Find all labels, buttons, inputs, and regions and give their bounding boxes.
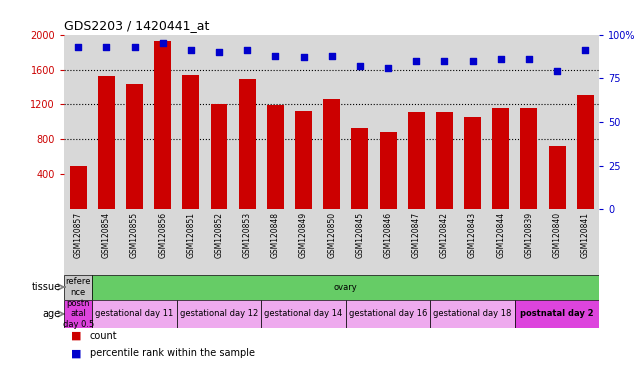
Bar	[177, 300, 262, 328]
Text: tissue: tissue	[32, 282, 61, 292]
Bar	[436, 112, 453, 209]
Bar	[183, 75, 199, 209]
Point	[495, 56, 506, 62]
Point	[129, 44, 140, 50]
Point	[214, 49, 224, 55]
Point	[299, 54, 309, 60]
Text: ■: ■	[71, 331, 81, 341]
Bar	[464, 117, 481, 209]
Bar	[295, 111, 312, 209]
Text: count: count	[90, 331, 117, 341]
Bar	[577, 95, 594, 209]
Text: ■: ■	[71, 348, 81, 358]
Point	[271, 53, 281, 59]
Bar	[430, 300, 515, 328]
Text: percentile rank within the sample: percentile rank within the sample	[90, 348, 254, 358]
Text: gestational day 11: gestational day 11	[96, 310, 174, 318]
Text: gestational day 12: gestational day 12	[180, 310, 258, 318]
Bar	[549, 146, 565, 209]
Text: age: age	[43, 309, 61, 319]
Text: gestational day 16: gestational day 16	[349, 310, 428, 318]
Bar	[262, 300, 345, 328]
Bar	[345, 300, 430, 328]
Bar	[238, 79, 256, 209]
Bar	[92, 300, 177, 328]
Bar	[98, 76, 115, 209]
Bar	[492, 108, 509, 209]
Point	[158, 40, 168, 46]
Text: ovary: ovary	[334, 283, 358, 291]
Point	[439, 58, 449, 64]
Point	[242, 47, 253, 53]
Point	[383, 65, 393, 71]
Point	[73, 44, 83, 50]
Text: GDS2203 / 1420441_at: GDS2203 / 1420441_at	[64, 19, 210, 32]
Bar	[64, 275, 92, 300]
Text: refere
nce: refere nce	[65, 277, 91, 297]
Point	[552, 68, 562, 74]
Text: postnatal day 2: postnatal day 2	[520, 310, 594, 318]
Bar	[520, 108, 537, 209]
Text: postn
atal
day 0.5: postn atal day 0.5	[63, 299, 94, 329]
Bar	[515, 300, 599, 328]
Point	[467, 58, 478, 64]
Point	[354, 63, 365, 69]
Bar	[211, 104, 228, 209]
Text: gestational day 14: gestational day 14	[265, 310, 343, 318]
Bar	[408, 112, 425, 209]
Bar	[379, 132, 397, 209]
Text: gestational day 18: gestational day 18	[433, 310, 512, 318]
Point	[411, 58, 421, 64]
Bar	[64, 300, 92, 328]
Point	[101, 44, 112, 50]
Bar	[323, 99, 340, 209]
Point	[524, 56, 534, 62]
Bar	[70, 167, 87, 209]
Bar	[154, 41, 171, 209]
Bar	[126, 84, 143, 209]
Point	[580, 47, 590, 53]
Point	[327, 53, 337, 59]
Point	[186, 47, 196, 53]
Bar	[351, 128, 369, 209]
Bar	[267, 105, 284, 209]
